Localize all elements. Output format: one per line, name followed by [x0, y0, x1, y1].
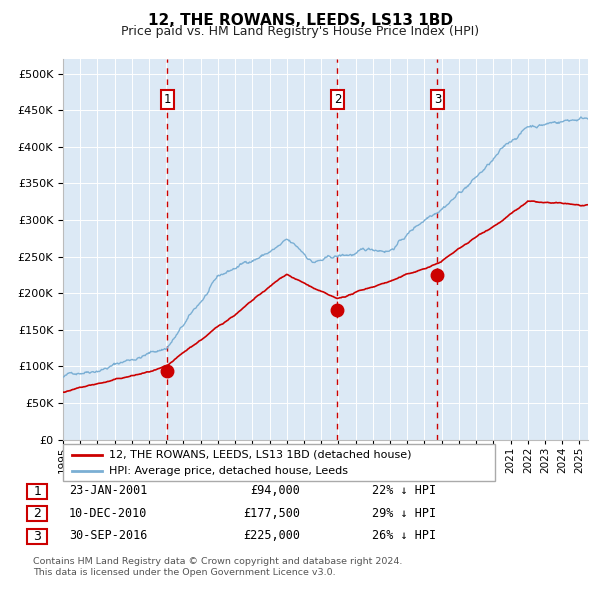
Text: Contains HM Land Registry data © Crown copyright and database right 2024.: Contains HM Land Registry data © Crown c…: [33, 558, 403, 566]
Text: 12, THE ROWANS, LEEDS, LS13 1BD (detached house): 12, THE ROWANS, LEEDS, LS13 1BD (detache…: [109, 450, 412, 460]
Text: 3: 3: [434, 93, 441, 106]
Text: 12, THE ROWANS, LEEDS, LS13 1BD: 12, THE ROWANS, LEEDS, LS13 1BD: [148, 13, 452, 28]
Text: 23-JAN-2001: 23-JAN-2001: [69, 484, 148, 497]
Text: 30-SEP-2016: 30-SEP-2016: [69, 529, 148, 542]
Text: 1: 1: [33, 485, 41, 498]
Text: 2: 2: [33, 507, 41, 520]
Text: Price paid vs. HM Land Registry's House Price Index (HPI): Price paid vs. HM Land Registry's House …: [121, 25, 479, 38]
Text: HPI: Average price, detached house, Leeds: HPI: Average price, detached house, Leed…: [109, 466, 348, 476]
Text: This data is licensed under the Open Government Licence v3.0.: This data is licensed under the Open Gov…: [33, 568, 335, 577]
Text: £225,000: £225,000: [243, 529, 300, 542]
Text: 22% ↓ HPI: 22% ↓ HPI: [372, 484, 436, 497]
Text: 1: 1: [164, 93, 171, 106]
Text: 10-DEC-2010: 10-DEC-2010: [69, 507, 148, 520]
Text: £177,500: £177,500: [243, 507, 300, 520]
Text: 29% ↓ HPI: 29% ↓ HPI: [372, 507, 436, 520]
Text: 2: 2: [334, 93, 341, 106]
Text: 3: 3: [33, 530, 41, 543]
Text: £94,000: £94,000: [250, 484, 300, 497]
Text: 26% ↓ HPI: 26% ↓ HPI: [372, 529, 436, 542]
